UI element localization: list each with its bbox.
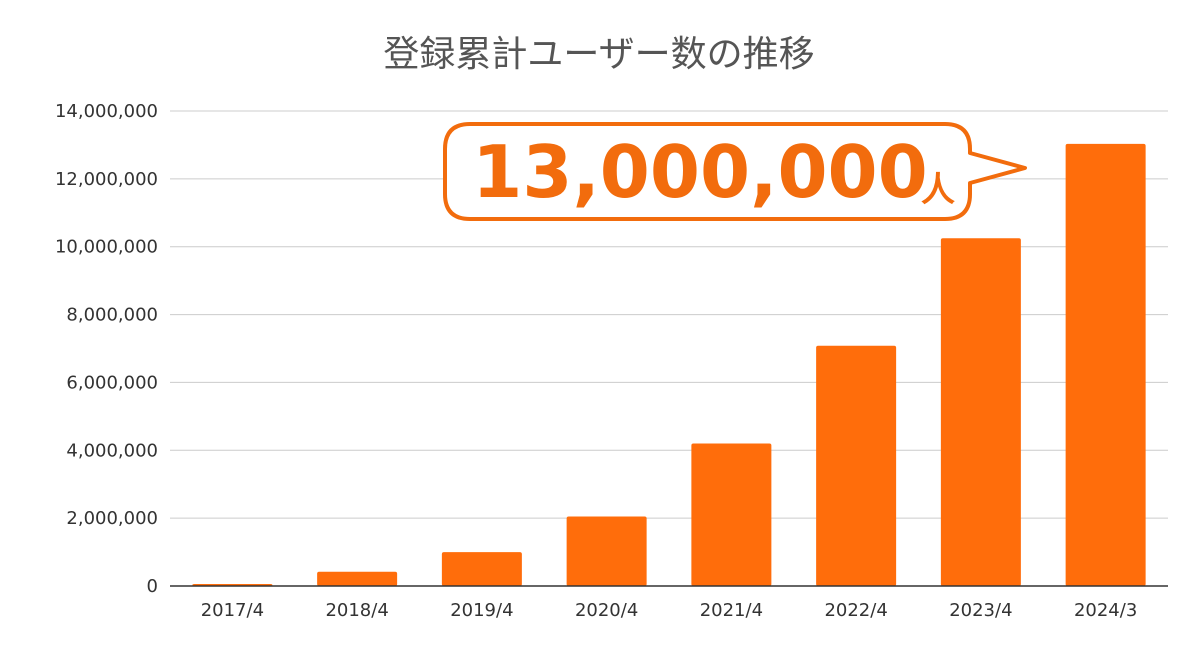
x-tick-label: 2020/4 [575,600,638,621]
bar [691,443,772,586]
y-tick-label: 10,000,000 [55,237,158,258]
x-tick-label: 2023/4 [949,600,1012,621]
bar [317,571,398,586]
y-tick-label: 14,000,000 [55,101,158,122]
x-tick-label: 2022/4 [824,600,887,621]
callout-value: 13,000,000 [472,130,927,214]
y-tick-label: 4,000,000 [66,440,158,461]
y-tick-label: 8,000,000 [66,305,158,326]
bar [1065,143,1146,587]
bar [816,345,897,586]
x-tick-label: 2018/4 [325,600,388,621]
x-tick-label: 2017/4 [201,600,264,621]
x-tick-label: 2019/4 [450,600,513,621]
chart-title: 登録累計ユーザー数の推移 [383,34,814,75]
y-tick-label: 6,000,000 [66,372,158,393]
callout-unit: 人 [921,170,955,210]
bars [192,143,1146,587]
bar [441,552,522,586]
y-tick-label: 12,000,000 [55,169,158,190]
y-tick-label: 0 [147,576,158,597]
y-tick-label: 2,000,000 [66,508,158,529]
callout-annotation: 13,000,000 人 [443,122,1027,221]
y-axis-ticks: 0 2,000,000 4,000,000 6,000,000 8,000,000 10,… [55,101,158,597]
bar [566,516,647,586]
callout-bubble [443,122,1027,221]
x-tick-label: 2021/4 [700,600,763,621]
bar [940,238,1021,586]
x-axis-ticks: 2017/4 2018/4 2019/4 2020/4 2021/4 2022/4 2023… [201,600,1138,621]
x-tick-label: 2024/3 [1074,600,1137,621]
